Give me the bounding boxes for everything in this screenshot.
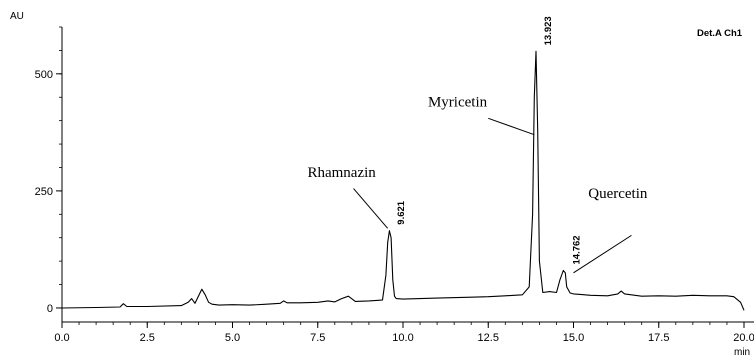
y-tick-label: 250 bbox=[35, 186, 53, 198]
y-axis-label: AU bbox=[10, 11, 24, 22]
leader-line bbox=[488, 117, 535, 136]
x-tick-label: 7.5 bbox=[310, 332, 325, 344]
x-tick-label: 2.5 bbox=[140, 332, 155, 344]
compound-label: Rhamnazin bbox=[307, 165, 376, 181]
x-tick-label: 15.0 bbox=[563, 332, 584, 344]
x-tick-label: 12.5 bbox=[478, 332, 499, 344]
x-axis-label: min bbox=[734, 347, 750, 358]
leader-line bbox=[353, 188, 389, 229]
x-tick-label: 20.0 bbox=[733, 332, 754, 344]
leader-line bbox=[573, 234, 632, 274]
x-tick-label: 5.0 bbox=[225, 332, 240, 344]
detector-label: Det.A Ch1 bbox=[697, 28, 743, 39]
retention-time-label: 9.621 bbox=[396, 200, 407, 224]
compound-label: Quercetin bbox=[588, 186, 648, 202]
x-tick-label: 0.0 bbox=[54, 332, 69, 344]
trace-group bbox=[61, 50, 745, 311]
retention-time-label: 14.762 bbox=[571, 235, 582, 264]
retention-time-label: 13.923 bbox=[543, 16, 554, 45]
y-tick-label: 500 bbox=[35, 69, 53, 81]
compound-label: Myricetin bbox=[428, 95, 488, 111]
x-tick-label: 10.0 bbox=[392, 332, 413, 344]
peak-annotations: 9.621 Rhamnazin 13.923 Myricetin 14.762 Querc… bbox=[307, 16, 648, 274]
x-tick-label: 17.5 bbox=[648, 332, 669, 344]
chromatogram-trace bbox=[61, 50, 745, 311]
axes bbox=[61, 27, 754, 323]
ticks: 0.0 2.5 5.0 7.5 10.0 12.5 15.0 17.5 20.0 0 250 500 bbox=[35, 26, 754, 344]
y-tick-label: 0 bbox=[47, 303, 53, 315]
